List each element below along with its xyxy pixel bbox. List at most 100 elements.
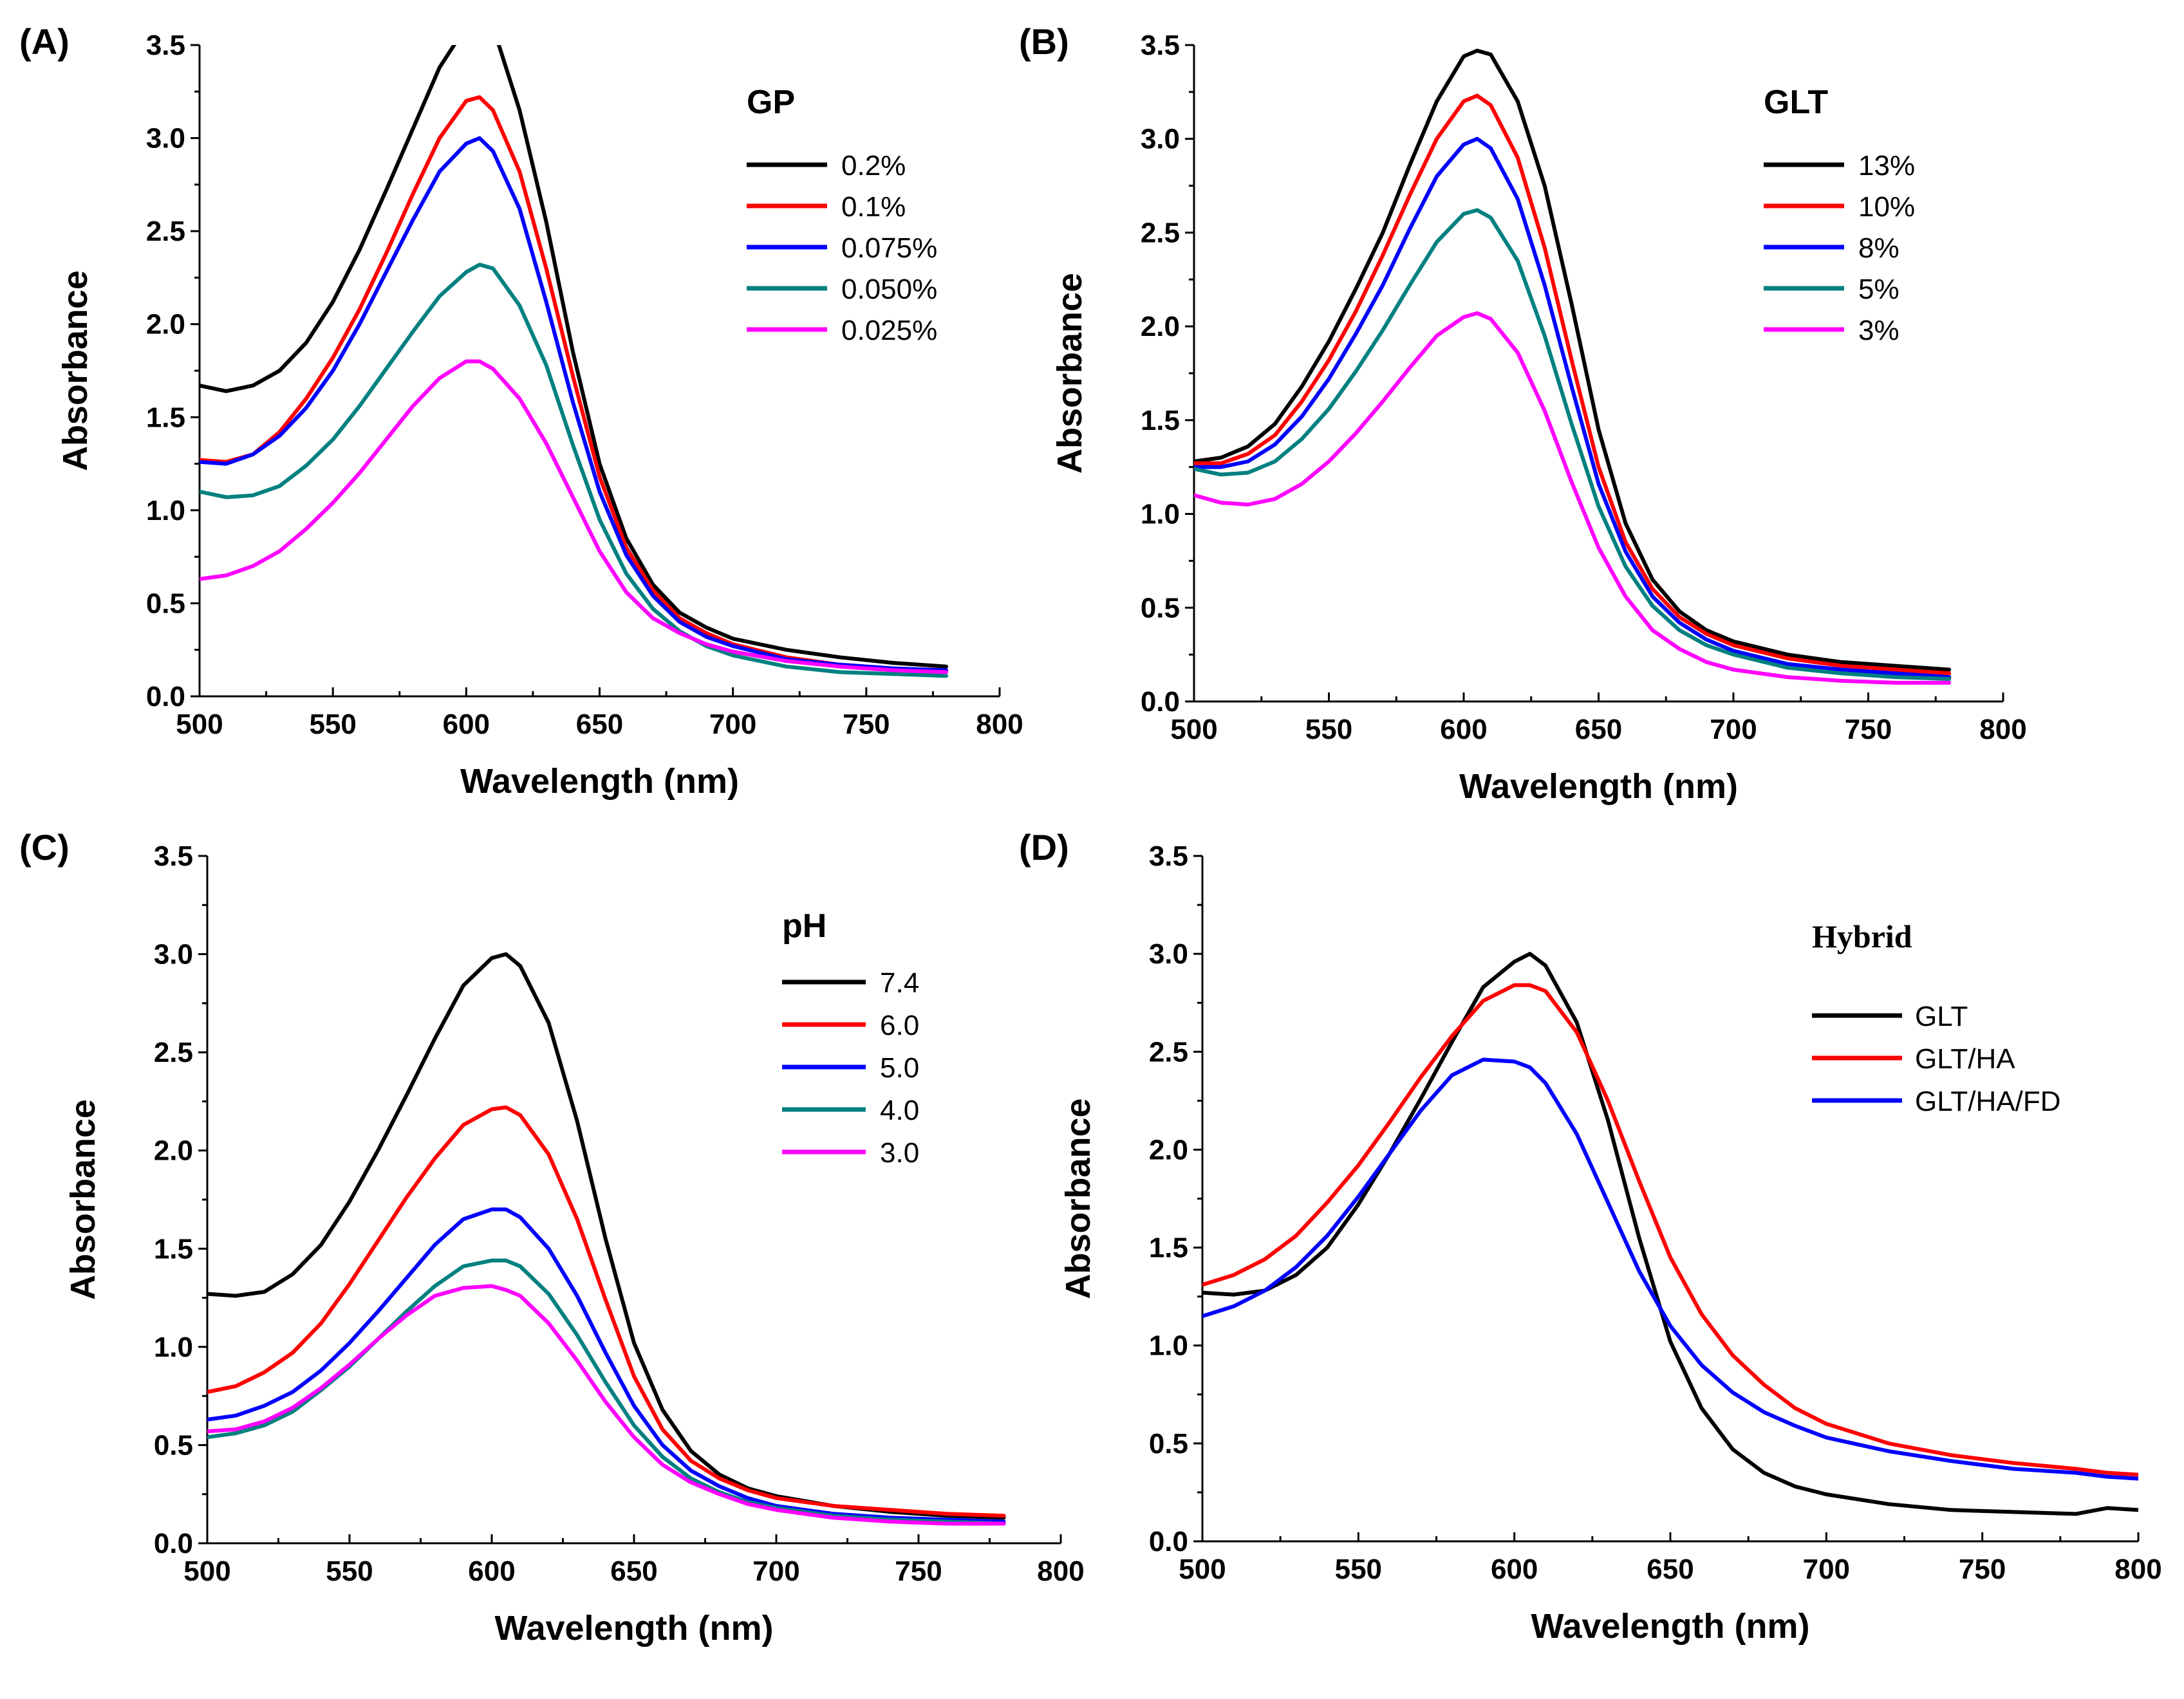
x-tick-label: 750 <box>843 709 890 740</box>
y-tick-label: 0.0 <box>1149 1526 1188 1557</box>
legend-label: 0.1% <box>841 191 906 223</box>
legend-title: Hybrid <box>1812 918 1912 954</box>
y-tick-label: 1.0 <box>1141 499 1180 530</box>
y-tick-label: 1.0 <box>1149 1330 1188 1362</box>
x-tick-label: 650 <box>1575 714 1622 745</box>
y-tick-label: 0.0 <box>1141 686 1180 718</box>
x-tick-label: 500 <box>176 709 223 740</box>
x-tick-label: 750 <box>1959 1554 2006 1585</box>
y-tick-label: 2.0 <box>146 309 185 340</box>
y-tick-label: 1.5 <box>1149 1232 1188 1264</box>
series-line-0-025- <box>200 359 949 674</box>
legend-label: 0.075% <box>841 232 937 264</box>
series-line-0-2- <box>200 45 949 669</box>
y-axis-title: Absorbance <box>56 270 95 471</box>
panel-label: (B) <box>1019 21 1069 62</box>
y-tick-label: 1.0 <box>154 1332 193 1363</box>
legend-label: 5.0 <box>880 1052 919 1084</box>
legend-label: 8% <box>1858 232 1899 264</box>
panel-label: (C) <box>19 827 70 868</box>
chart-panel-b: (B) 500 550 600 650 700 750 800 0.0 0.5 1.0 1.5 2.0 2… <box>1019 21 2027 806</box>
legend-label: 5% <box>1858 274 1899 305</box>
x-tick-label: 500 <box>1179 1554 1226 1585</box>
x-tick-label: 800 <box>1037 1555 1084 1587</box>
y-tick-label: 3.0 <box>1141 124 1180 155</box>
legend-label: 13% <box>1858 150 1915 181</box>
x-tick-label: 700 <box>1803 1554 1850 1585</box>
legend-label: GLT/HA <box>1915 1043 2015 1075</box>
panel-label: (D) <box>1019 827 1069 868</box>
y-tick-label: 0.0 <box>154 1528 193 1559</box>
y-tick-label: 0.0 <box>146 681 185 712</box>
legend-label: 4.0 <box>880 1095 919 1126</box>
y-tick-label: 1.0 <box>146 495 185 526</box>
x-tick-label: 800 <box>1979 714 2026 745</box>
legend-label: 6.0 <box>880 1010 919 1041</box>
y-tick-label: 1.5 <box>1141 405 1180 436</box>
legend-title: GLT <box>1764 84 1828 121</box>
y-tick-label: 3.0 <box>146 123 185 154</box>
x-tick-label: 550 <box>1335 1554 1382 1585</box>
y-tick-label: 2.5 <box>154 1037 193 1068</box>
y-tick-label: 2.0 <box>1141 311 1180 342</box>
legend-title: pH <box>782 907 826 945</box>
y-tick-label: 0.5 <box>1149 1428 1188 1460</box>
legend-label: 3.0 <box>880 1137 919 1169</box>
y-tick-label: 3.5 <box>154 840 193 872</box>
x-tick-label: 750 <box>895 1555 942 1587</box>
x-tick-label: 600 <box>468 1555 515 1587</box>
x-tick-label: 550 <box>309 709 356 740</box>
x-tick-label: 550 <box>326 1555 373 1587</box>
legend-label: 10% <box>1858 191 1915 223</box>
y-tick-label: 2.5 <box>146 216 185 247</box>
series-line-5-0 <box>207 1207 1006 1524</box>
x-tick-label: 800 <box>2114 1554 2161 1585</box>
legend-label: 0.050% <box>841 274 937 305</box>
x-axis-title: Wavelength (nm) <box>494 1609 773 1648</box>
series-line-glt <box>1202 952 2138 1516</box>
x-tick-label: 700 <box>709 709 756 740</box>
y-tick-label: 0.5 <box>146 588 185 619</box>
y-tick-label: 1.5 <box>146 402 185 433</box>
y-axis-title: Absorbance <box>1059 1098 1097 1299</box>
x-tick-label: 500 <box>183 1555 230 1587</box>
y-tick-label: 3.5 <box>146 30 185 61</box>
legend-title: GP <box>747 84 795 121</box>
x-tick-label: 550 <box>1305 714 1352 745</box>
x-tick-label: 600 <box>1491 1554 1538 1585</box>
legend: GP 0.2% 0.1% 0.075% 0.050% 0.025% <box>747 84 937 346</box>
y-axis-title: Absorbance <box>64 1099 102 1300</box>
series-line-10- <box>1194 93 1952 676</box>
legend: GLT 13% 10% 8% 5% 3% <box>1764 84 1915 346</box>
y-tick-label: 1.5 <box>154 1233 193 1265</box>
y-tick-label: 2.0 <box>1149 1134 1188 1165</box>
series-line-0-1- <box>200 95 949 673</box>
y-tick-label: 0.5 <box>154 1429 193 1461</box>
series-line-13- <box>1194 48 1952 672</box>
y-tick-label: 2.0 <box>154 1135 193 1167</box>
series-line-0-050- <box>200 263 949 678</box>
legend: Hybrid GLT GLT/HA GLT/HA/FD <box>1812 918 2061 1117</box>
x-axis-title: Wavelength (nm) <box>1459 767 1738 806</box>
x-tick-label: 700 <box>1710 714 1757 745</box>
legend-label: 0.025% <box>841 315 937 346</box>
y-tick-label: 0.5 <box>1141 592 1180 624</box>
series-line-3- <box>1194 311 1952 685</box>
series-line-glt-ha-fd <box>1202 1057 2138 1481</box>
chart-panel-d: (D) 500 550 600 650 700 750 800 0.0 0.5 1.0 1.5 2.0 2… <box>1019 827 2162 1646</box>
x-tick-label: 700 <box>752 1555 799 1587</box>
series-line-3-0 <box>207 1284 1006 1526</box>
chart-panel-a: (A) 500 550 600 650 700 750 800 0.0 0.5 1.0 1.5 2.0 2… <box>19 21 1023 801</box>
y-tick-label: 3.0 <box>154 939 193 970</box>
y-tick-label: 3.5 <box>1141 30 1180 61</box>
legend-label: GLT <box>1915 1001 1968 1032</box>
x-tick-label: 650 <box>1647 1554 1694 1585</box>
chart-panel-c: (C) 500 550 600 650 700 750 800 0.0 0.5 1.0 1.5 2.0 2… <box>19 827 1085 1648</box>
x-tick-label: 600 <box>1440 714 1487 745</box>
x-tick-label: 600 <box>443 709 490 740</box>
legend-label: GLT/HA/FD <box>1915 1086 2061 1117</box>
series-line-0-075- <box>200 136 949 673</box>
y-tick-label: 3.0 <box>1149 938 1188 970</box>
x-tick-label: 650 <box>576 709 623 740</box>
y-tick-label: 3.5 <box>1149 840 1188 872</box>
